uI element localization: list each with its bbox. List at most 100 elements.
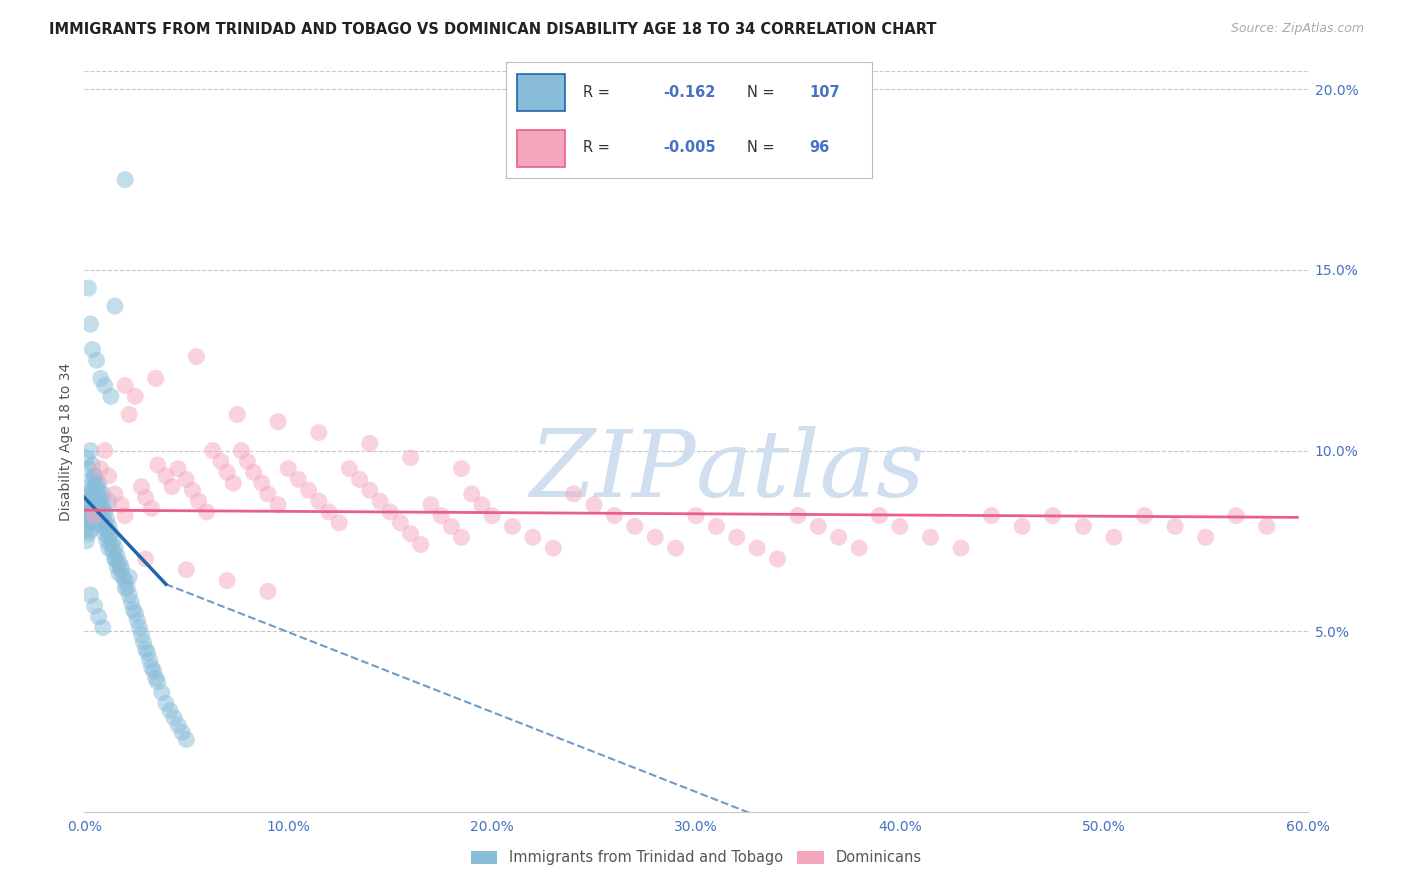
Point bbox=[409, 537, 432, 551]
Text: Source: ZipAtlas.com: Source: ZipAtlas.com bbox=[1230, 22, 1364, 36]
Point bbox=[257, 584, 280, 599]
Point bbox=[97, 519, 120, 533]
Y-axis label: Disability Age 18 to 34: Disability Age 18 to 34 bbox=[59, 362, 73, 521]
Point bbox=[75, 450, 97, 465]
Point bbox=[114, 172, 136, 186]
Point bbox=[93, 378, 115, 392]
Point bbox=[110, 498, 132, 512]
Point bbox=[101, 533, 124, 548]
Point bbox=[502, 519, 524, 533]
Point bbox=[82, 343, 104, 357]
Point bbox=[603, 508, 626, 523]
Point bbox=[522, 530, 544, 544]
FancyBboxPatch shape bbox=[517, 129, 565, 167]
Point bbox=[124, 606, 146, 620]
Point bbox=[75, 533, 97, 548]
Point bbox=[127, 613, 149, 627]
Point bbox=[706, 519, 728, 533]
Point bbox=[747, 541, 769, 555]
Point bbox=[90, 461, 112, 475]
Point bbox=[79, 317, 101, 331]
Point bbox=[104, 541, 127, 555]
Point bbox=[150, 685, 173, 699]
Point bbox=[114, 581, 136, 595]
Point bbox=[90, 371, 112, 385]
Point bbox=[1195, 530, 1218, 544]
Point bbox=[1133, 508, 1156, 523]
Point bbox=[97, 541, 120, 555]
Point bbox=[145, 371, 167, 385]
Point bbox=[93, 505, 115, 519]
Point bbox=[96, 533, 118, 548]
Point bbox=[77, 494, 100, 508]
Point bbox=[132, 635, 155, 649]
Point bbox=[87, 609, 110, 624]
Text: R =: R = bbox=[583, 140, 614, 155]
Point bbox=[828, 530, 851, 544]
Point bbox=[187, 494, 209, 508]
Point bbox=[195, 505, 218, 519]
Point bbox=[122, 602, 145, 616]
Point bbox=[82, 516, 104, 530]
Point bbox=[146, 458, 169, 472]
Point bbox=[105, 549, 128, 563]
Point bbox=[359, 436, 381, 450]
Point bbox=[83, 599, 105, 613]
Point bbox=[104, 552, 127, 566]
Point bbox=[318, 505, 340, 519]
Point bbox=[665, 541, 688, 555]
Point bbox=[287, 473, 309, 487]
Point bbox=[100, 389, 122, 403]
Point bbox=[380, 505, 402, 519]
Point bbox=[980, 508, 1002, 523]
Text: N =: N = bbox=[748, 85, 780, 100]
Text: IMMIGRANTS FROM TRINIDAD AND TOBAGO VS DOMINICAN DISABILITY AGE 18 TO 34 CORRELA: IMMIGRANTS FROM TRINIDAD AND TOBAGO VS D… bbox=[49, 22, 936, 37]
Point bbox=[90, 512, 112, 526]
Point bbox=[1011, 519, 1033, 533]
Point bbox=[1225, 508, 1247, 523]
Point bbox=[267, 498, 290, 512]
Point bbox=[135, 642, 157, 657]
Point bbox=[114, 574, 136, 588]
Point bbox=[136, 646, 159, 660]
Point bbox=[172, 725, 194, 739]
Point bbox=[231, 443, 253, 458]
Point bbox=[250, 476, 273, 491]
Point bbox=[79, 512, 101, 526]
Point bbox=[110, 563, 132, 577]
Point bbox=[86, 508, 108, 523]
Point bbox=[141, 501, 163, 516]
Point bbox=[624, 519, 647, 533]
Point bbox=[118, 588, 141, 602]
Point bbox=[118, 408, 141, 422]
Point bbox=[1164, 519, 1187, 533]
Point bbox=[450, 530, 472, 544]
Point bbox=[77, 516, 100, 530]
Point bbox=[93, 443, 115, 458]
Point bbox=[163, 711, 186, 725]
Point bbox=[430, 508, 453, 523]
Point bbox=[481, 508, 503, 523]
Point bbox=[389, 516, 412, 530]
Point bbox=[186, 350, 208, 364]
Point bbox=[108, 566, 131, 581]
Point bbox=[91, 508, 114, 523]
Point bbox=[79, 588, 101, 602]
Point bbox=[308, 425, 330, 440]
Point bbox=[257, 487, 280, 501]
Point bbox=[217, 574, 239, 588]
Point bbox=[869, 508, 891, 523]
Point bbox=[87, 483, 110, 498]
Text: atlas: atlas bbox=[696, 426, 925, 516]
Point bbox=[128, 621, 150, 635]
Point bbox=[91, 519, 114, 533]
Point bbox=[766, 552, 789, 566]
Point bbox=[120, 595, 142, 609]
Point bbox=[277, 461, 299, 475]
Point bbox=[174, 732, 197, 747]
Point bbox=[87, 516, 110, 530]
Point bbox=[368, 494, 391, 508]
Point bbox=[83, 468, 105, 483]
Point bbox=[115, 581, 138, 595]
Point bbox=[889, 519, 911, 533]
